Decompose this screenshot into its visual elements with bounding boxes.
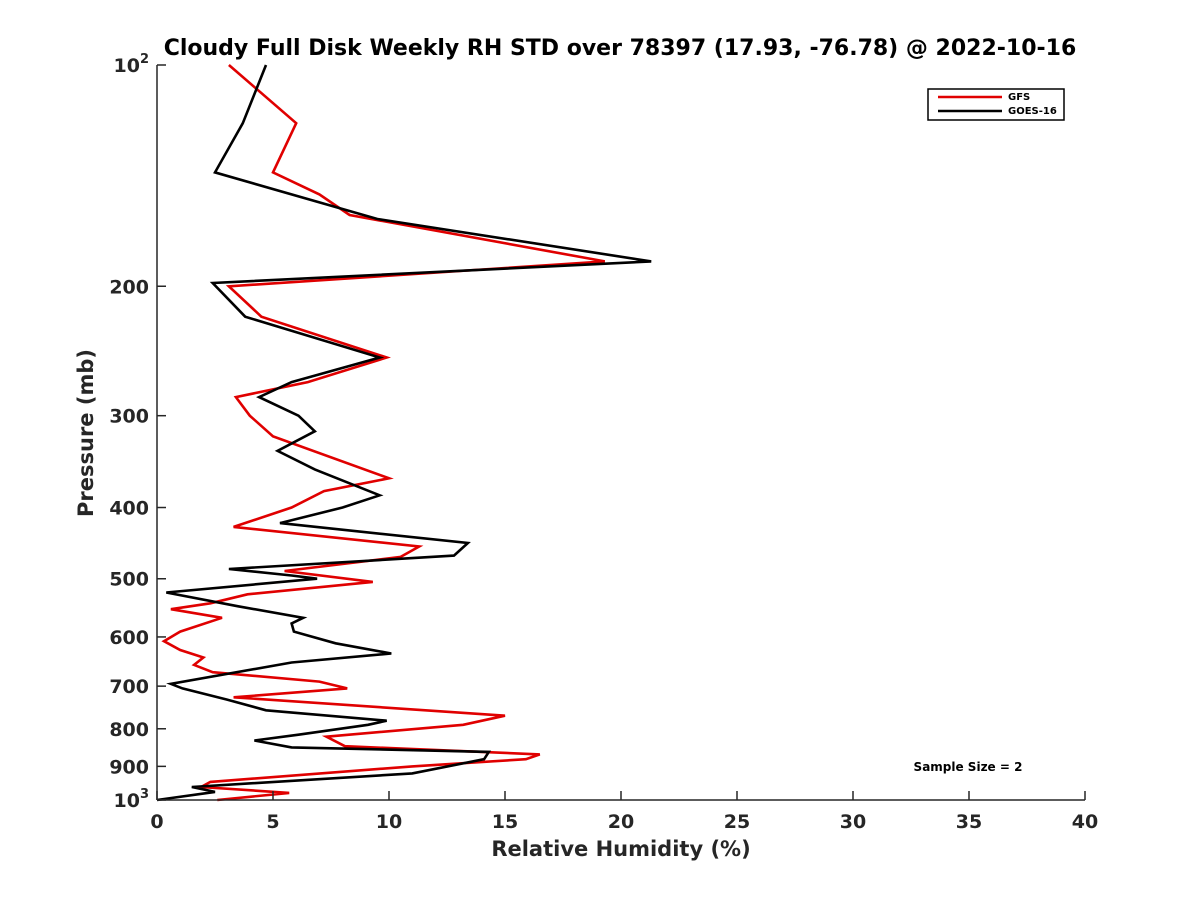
y-tick-label: 300 [109,406,149,428]
series-line-goes16 [156,64,652,802]
y-ticks: 102 200 300 400 500 600 700 800 900 103 [109,52,166,812]
legend-label-goes16: GOES-16 [1008,106,1057,117]
x-tick-label: 20 [608,811,634,833]
x-tick-label: 0 [150,811,163,833]
series-layer [156,64,652,802]
y-tick-label: 900 [109,756,149,778]
x-ticks: 0 5 10 15 20 25 30 35 40 [150,791,1098,833]
y-tick-label: 200 [109,276,149,298]
legend-box [927,88,1065,121]
x-tick-label: 5 [266,811,279,833]
legend: GFS GOES-16 [927,88,1065,121]
x-tick-label: 15 [492,811,518,833]
x-tick-label: 30 [840,811,866,833]
y-tick-label: 400 [109,498,149,520]
series-line-gfs [161,64,606,802]
sample-size-annotation: Sample Size = 2 [914,760,1023,774]
y-tick-label: 103 [114,787,150,812]
y-tick-label: 600 [109,627,149,649]
x-tick-label: 35 [956,811,982,833]
y-axis-label: Pressure (mb) [74,349,98,517]
y-tick-label: 700 [109,676,149,698]
x-tick-label: 10 [376,811,402,833]
y-tick-label: 800 [109,719,149,741]
y-tick-label: 102 [114,52,150,77]
chart-title: Cloudy Full Disk Weekly RH STD over 7839… [164,36,1077,61]
x-axis-label: Relative Humidity (%) [491,837,750,861]
x-tick-label: 40 [1072,811,1098,833]
y-tick-label: 500 [109,569,149,591]
x-tick-label: 25 [724,811,750,833]
legend-label-gfs: GFS [1008,92,1030,103]
